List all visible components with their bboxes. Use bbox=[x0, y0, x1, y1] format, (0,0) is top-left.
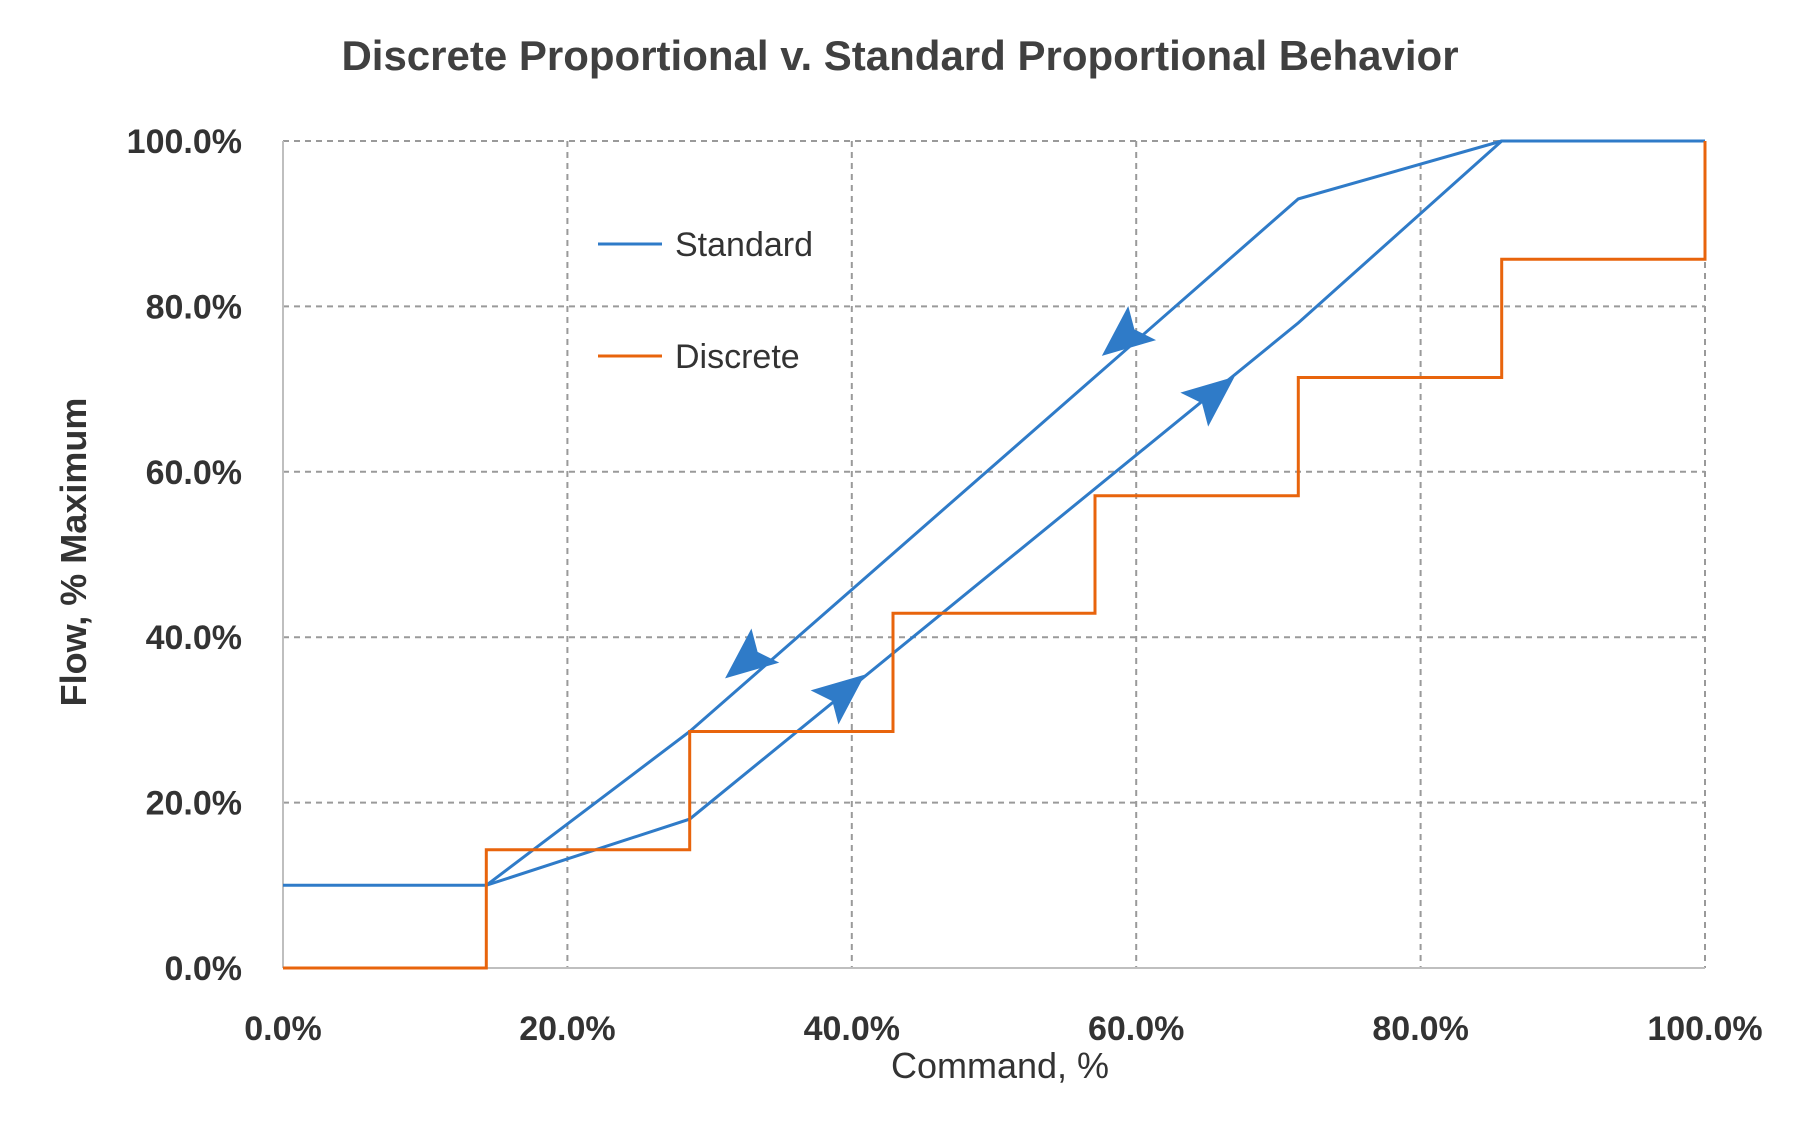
y-tick-label: 20.0% bbox=[146, 785, 242, 823]
legend-label-discrete: Discrete bbox=[675, 338, 800, 376]
y-tick-label: 0.0% bbox=[165, 950, 243, 988]
arrow-down bbox=[725, 628, 780, 679]
legend: Standard Discrete bbox=[598, 226, 813, 376]
chart-title: Discrete Proportional v. Standard Propor… bbox=[341, 32, 1458, 79]
x-tick-label: 0.0% bbox=[244, 1010, 322, 1048]
grid bbox=[282, 140, 1706, 969]
x-tick-label: 40.0% bbox=[804, 1010, 900, 1048]
y-tick-label: 40.0% bbox=[146, 619, 242, 657]
x-tick-label: 60.0% bbox=[1088, 1010, 1184, 1048]
x-tick-label: 20.0% bbox=[519, 1010, 615, 1048]
series bbox=[283, 139, 1707, 970]
direction-arrows bbox=[725, 306, 1235, 725]
series-line-discrete bbox=[283, 141, 1707, 970]
y-tick-label: 80.0% bbox=[146, 288, 242, 326]
y-axis-label: Flow, % Maximum bbox=[53, 398, 94, 707]
x-tick-labels: 0.0% 20.0% 40.0% 60.0% 80.0% 100.0% bbox=[244, 1010, 1762, 1048]
arrow-up bbox=[810, 674, 865, 725]
x-tick-label: 100.0% bbox=[1647, 1010, 1762, 1048]
x-axis-label: Command, % bbox=[891, 1045, 1109, 1086]
y-tick-label: 100.0% bbox=[127, 123, 242, 161]
series-line-standard-increasing bbox=[283, 139, 1705, 887]
arrow-down bbox=[1101, 306, 1157, 356]
y-tick-label: 60.0% bbox=[146, 454, 242, 492]
y-tick-labels: 0.0% 20.0% 40.0% 60.0% 80.0% 100.0% bbox=[127, 123, 242, 988]
arrow-up bbox=[1180, 376, 1235, 427]
legend-label-standard: Standard bbox=[675, 226, 813, 264]
x-tick-label: 80.0% bbox=[1372, 1010, 1468, 1048]
series-line-standard-decreasing bbox=[485, 139, 1503, 887]
